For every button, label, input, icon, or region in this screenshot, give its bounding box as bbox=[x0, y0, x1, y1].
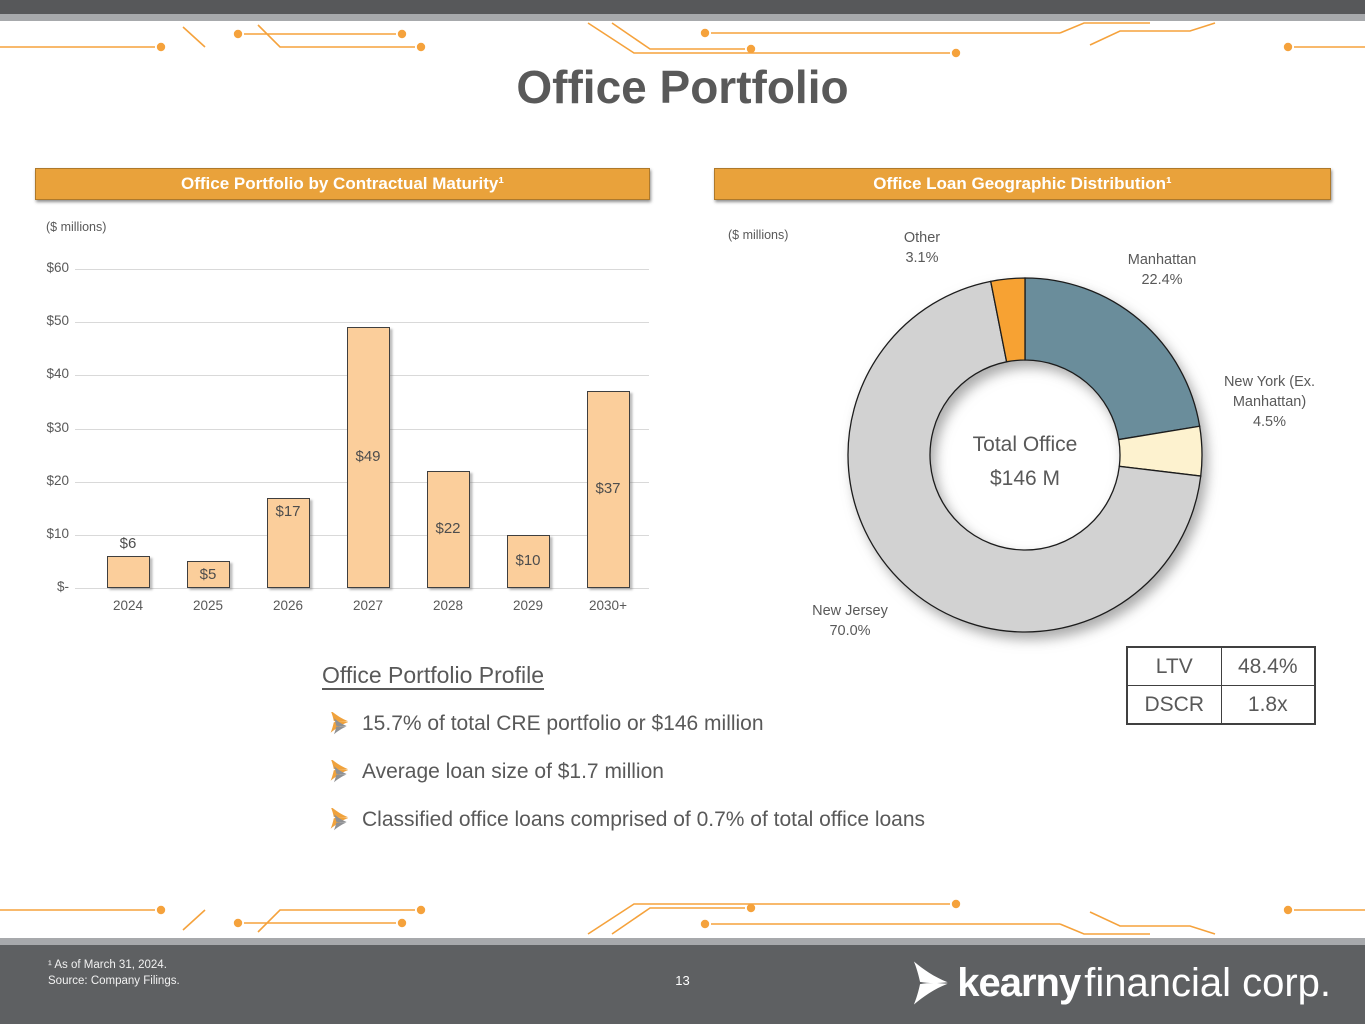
circuit-decoration-bottom bbox=[0, 898, 1365, 935]
ltv-label: LTV bbox=[1126, 646, 1222, 686]
geographic-donut-chart bbox=[847, 277, 1203, 633]
footnote: ¹ As of March 31, 2024. Source: Company … bbox=[48, 959, 180, 987]
logo-text-light: financial corp. bbox=[1084, 961, 1331, 1005]
table-row: LTV 48.4% bbox=[1126, 646, 1316, 686]
bar-value-label: $10 bbox=[515, 551, 541, 569]
circuit-decoration-top bbox=[0, 22, 1365, 58]
bar-2029 bbox=[506, 534, 550, 588]
donut-center-line2: $146 M bbox=[989, 467, 1061, 490]
x-axis-tick: 2024 bbox=[112, 598, 144, 613]
bar-value-label: $22 bbox=[435, 520, 461, 538]
bar-2024 bbox=[106, 556, 150, 588]
donut-chart-units-label: ($ millions) bbox=[728, 228, 789, 242]
bar-chart-header: Office Portfolio by Contractual Maturity… bbox=[35, 168, 650, 200]
logo-text-bold: kearny bbox=[957, 961, 1081, 1005]
x-axis-tick: 2025 bbox=[192, 598, 224, 613]
donut-center-line1: Total Office bbox=[972, 433, 1078, 456]
y-axis-tick: $- bbox=[56, 579, 69, 594]
profile-heading: Office Portfolio Profile bbox=[322, 662, 545, 688]
y-axis-tick: $20 bbox=[46, 472, 69, 488]
dscr-label: DSCR bbox=[1126, 685, 1222, 725]
slice-label-new-jersey: New Jersey 70.0% bbox=[812, 603, 888, 639]
donut-chart-header: Office Loan Geographic Distribution¹ bbox=[714, 168, 1331, 200]
top-dark-band bbox=[0, 0, 1365, 14]
page-title: Office Portfolio bbox=[516, 61, 849, 113]
x-axis-tick: 2026 bbox=[272, 598, 304, 613]
donut-center-label: Total Office $146 M bbox=[925, 428, 1125, 496]
y-axis-tick: $10 bbox=[46, 525, 69, 541]
page-number: 13 bbox=[675, 973, 690, 988]
footer-band: ¹ As of March 31, 2024. Source: Company … bbox=[0, 945, 1365, 1024]
x-axis-tick: 2028 bbox=[432, 598, 464, 613]
slice-label-new-york: New York (Ex. Manhattan) 4.5% bbox=[1223, 374, 1316, 430]
gridline bbox=[75, 269, 649, 270]
bar-value-label: $49 bbox=[355, 448, 381, 466]
bar-2025 bbox=[186, 561, 230, 588]
x-axis-tick: 2027 bbox=[352, 598, 384, 613]
metrics-table: LTV 48.4% DSCR 1.8x bbox=[1126, 646, 1316, 725]
y-axis-tick: $60 bbox=[46, 260, 69, 275]
slice-label-manhattan: Manhattan 22.4% bbox=[1127, 252, 1197, 288]
donut-slice-new-jersey bbox=[847, 280, 1202, 633]
gridline bbox=[75, 588, 649, 589]
kearny-logo-icon bbox=[914, 961, 948, 1005]
kearny-arrow-bullet-icon bbox=[330, 760, 349, 783]
x-axis-tick: 2029 bbox=[512, 598, 544, 613]
dscr-value: 1.8x bbox=[1220, 685, 1316, 725]
bar-value-label: $37 bbox=[595, 480, 621, 498]
list-item: 15.7% of total CRE portfolio or $146 mil… bbox=[325, 712, 764, 736]
bar-2027 bbox=[346, 327, 390, 588]
ltv-value: 48.4% bbox=[1220, 646, 1316, 686]
y-axis-tick: $50 bbox=[46, 313, 69, 329]
donut-slice-other bbox=[989, 277, 1026, 363]
y-axis-tick: $30 bbox=[46, 419, 69, 435]
top-light-band bbox=[0, 14, 1365, 21]
maturity-bar-chart: $- $10 $20 $30 $40 $50 $60 $6 2024 $5 2025 $17 2026 $… bbox=[35, 260, 649, 622]
donut-slice-manhattan bbox=[1024, 277, 1201, 441]
x-axis-tick: 2030+ bbox=[589, 598, 627, 613]
kearny-arrow-bullet-icon bbox=[330, 712, 349, 735]
gridline bbox=[75, 322, 649, 324]
bar-2026 bbox=[266, 497, 310, 588]
slice-label-other: Other 3.1% bbox=[903, 230, 941, 266]
bar-chart-units-label: ($ millions) bbox=[46, 220, 107, 234]
bar-2030+ bbox=[586, 391, 630, 588]
list-item: Average loan size of $1.7 million bbox=[325, 760, 664, 784]
bar-value-label: $6 bbox=[119, 535, 137, 553]
kearny-logo: kearny financial corp. bbox=[909, 955, 1331, 1011]
bar-value-label: $17 bbox=[275, 502, 301, 520]
bar-value-label: $5 bbox=[199, 566, 217, 584]
kearny-arrow-bullet-icon bbox=[330, 808, 349, 831]
list-item: Classified office loans comprised of 0.7… bbox=[325, 808, 925, 832]
y-axis-tick: $40 bbox=[46, 366, 69, 382]
table-row: DSCR 1.8x bbox=[1126, 685, 1316, 725]
bottom-light-band bbox=[0, 938, 1365, 945]
bar-2028 bbox=[426, 471, 470, 588]
